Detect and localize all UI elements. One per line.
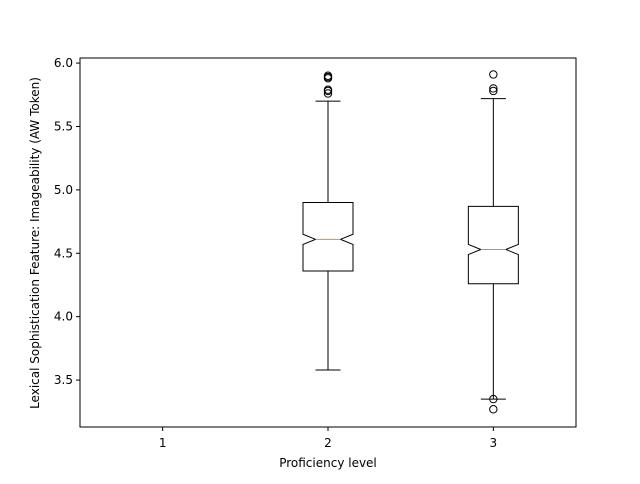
outlier-point — [489, 394, 498, 404]
y-tick-label: 5.0 — [54, 183, 73, 197]
outlier-point — [489, 70, 498, 79]
y-tick-label: 4.5 — [54, 246, 73, 260]
y-tick-label: 5.5 — [54, 119, 73, 133]
y-tick-label: 4.0 — [54, 310, 73, 324]
y-axis-label: Lexical Sophistication Feature: Imageabi… — [28, 77, 42, 409]
outlier-point — [489, 405, 498, 414]
outlier-point — [323, 85, 333, 94]
outlier-point — [489, 86, 498, 96]
plot-area: 3.5 4.0 4.5 5.0 5.5 6.0 1 2 3 — [54, 56, 577, 450]
x-axis-label: Proficiency level — [279, 456, 377, 470]
box-body — [302, 202, 354, 272]
box-body — [467, 205, 519, 285]
outlier-point — [489, 84, 498, 93]
outlier-point — [323, 71, 333, 80]
y-tick-label: 6.0 — [54, 56, 73, 70]
y-tick-label: 3.5 — [54, 373, 73, 387]
x-tick-label: 3 — [490, 436, 498, 450]
x-tick-label: 1 — [159, 436, 167, 450]
outlier-point — [323, 89, 333, 98]
x-tick-label: 2 — [324, 436, 332, 450]
